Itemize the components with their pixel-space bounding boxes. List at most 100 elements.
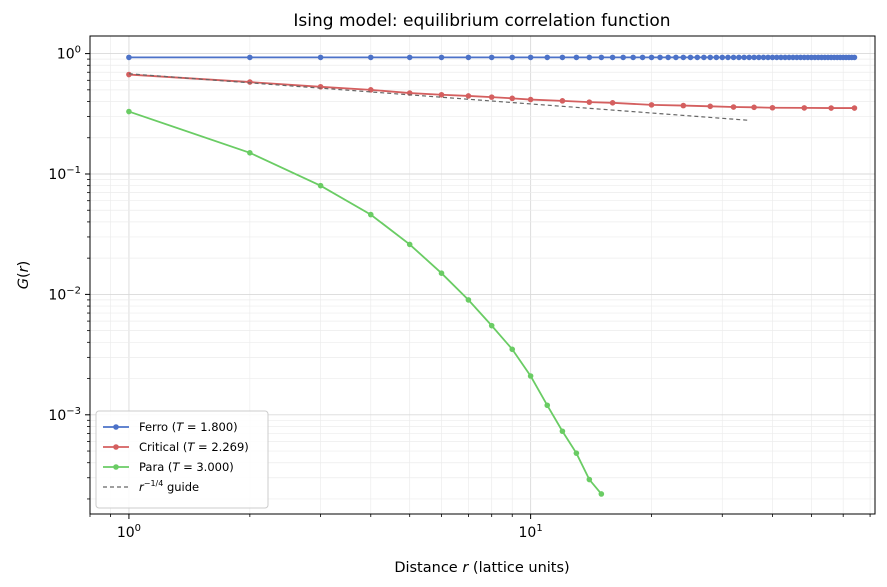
legend-label: Para (T = 3.000) <box>139 460 234 474</box>
y-tick-label: 100 <box>57 45 81 63</box>
data-point <box>573 450 580 456</box>
data-point <box>620 54 626 61</box>
data-point <box>438 54 445 61</box>
legend-entry: Critical (T = 2.269) <box>103 440 249 454</box>
data-point <box>725 54 731 61</box>
series-layer <box>126 54 858 497</box>
data-point <box>648 54 655 61</box>
data-point <box>609 100 616 106</box>
data-point <box>657 54 663 61</box>
data-point <box>707 103 714 110</box>
data-point <box>782 54 788 61</box>
data-point <box>639 54 646 61</box>
series-line <box>128 73 750 121</box>
data-point <box>790 54 796 61</box>
data-point <box>559 428 566 435</box>
data-point <box>509 54 516 61</box>
data-point <box>751 54 757 61</box>
data-point <box>609 54 616 61</box>
legend-marker <box>113 424 119 430</box>
data-point <box>126 71 132 78</box>
data-point <box>586 99 593 105</box>
data-point <box>247 54 253 61</box>
data-point <box>527 96 534 103</box>
data-point <box>746 54 752 61</box>
data-point <box>778 54 784 61</box>
data-point <box>769 54 776 61</box>
data-point <box>756 54 762 61</box>
y-tick-label: 10−1 <box>48 165 81 183</box>
y-tick-label: 10−2 <box>48 285 81 303</box>
data-point <box>730 104 737 110</box>
data-point <box>719 54 726 61</box>
data-point <box>701 54 707 61</box>
series-r^-1/4 <box>128 73 750 121</box>
legend-label: Critical (T = 2.269) <box>139 440 249 454</box>
data-point <box>736 54 742 61</box>
data-point <box>773 54 780 61</box>
data-point <box>544 402 551 409</box>
data-point <box>317 182 324 189</box>
data-point <box>769 104 776 111</box>
data-point <box>367 211 374 218</box>
data-point <box>751 104 757 111</box>
legend: Ferro (T = 1.800) Critical (T = 2.269) Par… <box>95 410 269 509</box>
series-para <box>126 108 605 497</box>
data-point <box>851 105 858 111</box>
data-point <box>544 54 551 61</box>
data-point <box>465 297 472 303</box>
data-point <box>406 54 413 61</box>
data-point <box>741 54 747 61</box>
data-point <box>247 79 253 85</box>
data-point <box>438 91 445 98</box>
series-line <box>128 73 855 109</box>
data-point <box>559 54 566 61</box>
legend-label: r−1/4 guide <box>139 479 199 494</box>
y-tick-label: 10−3 <box>48 406 81 424</box>
chart-title: Ising model: equilibrium correlation fun… <box>293 11 670 31</box>
data-point <box>573 54 580 61</box>
data-point <box>598 491 605 497</box>
data-point <box>694 54 701 61</box>
data-point <box>586 54 593 61</box>
legend-marker <box>113 464 119 470</box>
legend-label: Ferro (T = 1.800) <box>139 420 238 434</box>
data-point <box>126 108 132 115</box>
data-point <box>598 54 605 61</box>
data-point <box>465 93 472 99</box>
data-point <box>687 54 694 61</box>
data-point <box>765 54 771 61</box>
data-point <box>680 102 687 109</box>
data-point <box>317 54 324 61</box>
data-point <box>730 54 737 61</box>
data-point <box>465 54 472 61</box>
x-axis-label: Distance r (lattice units) <box>394 560 569 576</box>
legend-entry: Ferro (T = 1.800) <box>103 420 238 434</box>
series-ferro <box>126 54 858 61</box>
data-point <box>713 54 720 61</box>
data-point <box>630 54 636 61</box>
data-point <box>665 54 671 61</box>
legend-entry: Para (T = 3.000) <box>103 460 234 474</box>
data-point <box>527 54 534 61</box>
data-point <box>559 98 566 104</box>
grid-lines <box>89 36 875 514</box>
x-tick-label: 100 <box>117 523 141 541</box>
data-point <box>438 270 445 276</box>
data-point <box>488 54 495 61</box>
data-point <box>247 149 253 156</box>
data-point <box>406 241 413 248</box>
x-tick-label: 101 <box>519 523 543 541</box>
data-point <box>126 54 132 61</box>
legend-marker <box>113 444 119 450</box>
legend-entry: r−1/4 guide <box>103 479 199 494</box>
plot-frame <box>89 35 876 515</box>
data-point <box>527 373 534 379</box>
data-point <box>488 94 495 100</box>
data-point <box>786 54 792 61</box>
data-point <box>586 476 593 483</box>
data-point <box>509 346 516 353</box>
legend-box <box>95 410 269 509</box>
data-point <box>488 322 495 329</box>
